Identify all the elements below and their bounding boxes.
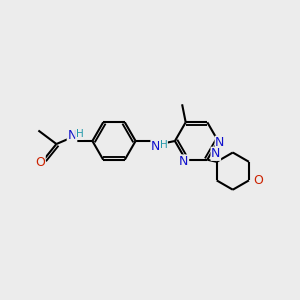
Text: O: O [253,174,263,187]
Text: N: N [179,155,189,168]
Text: N: N [215,136,225,149]
Text: H: H [160,140,167,150]
Text: N: N [211,147,220,160]
Text: N: N [67,129,77,142]
Text: O: O [35,155,45,169]
Text: H: H [76,129,83,140]
Text: N: N [151,140,160,153]
